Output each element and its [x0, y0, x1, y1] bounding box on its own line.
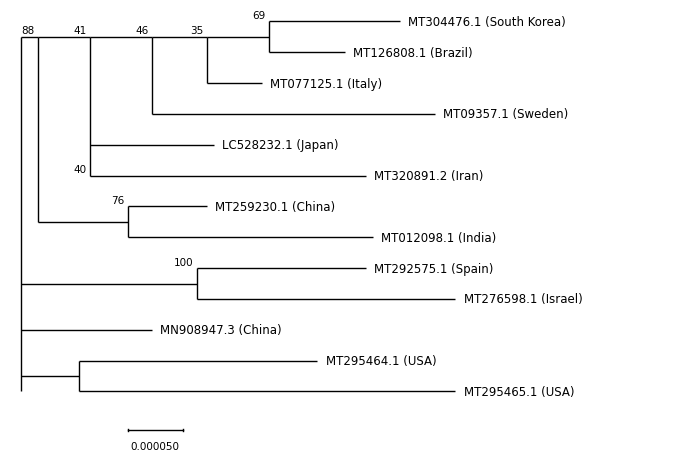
Text: MT077125.1 (Italy): MT077125.1 (Italy)	[270, 78, 382, 90]
Text: 69: 69	[253, 11, 266, 21]
Text: MT295465.1 (USA): MT295465.1 (USA)	[464, 385, 574, 398]
Text: MT126808.1 (Brazil): MT126808.1 (Brazil)	[353, 47, 473, 60]
Text: 88: 88	[21, 26, 35, 36]
Text: 100: 100	[173, 257, 193, 267]
Text: MT012098.1 (India): MT012098.1 (India)	[381, 231, 496, 244]
Text: 76: 76	[111, 196, 124, 206]
Text: MN908947.3 (China): MN908947.3 (China)	[160, 324, 281, 336]
Text: MT295464.1 (USA): MT295464.1 (USA)	[326, 354, 436, 367]
Text: 35: 35	[191, 26, 204, 36]
Text: MT292575.1 (Spain): MT292575.1 (Spain)	[374, 262, 493, 275]
Text: 40: 40	[73, 165, 86, 175]
Text: MT09357.1 (Sweden): MT09357.1 (Sweden)	[443, 108, 568, 121]
Text: MT259230.1 (China): MT259230.1 (China)	[215, 201, 335, 213]
Text: MT320891.2 (Iran): MT320891.2 (Iran)	[374, 170, 484, 183]
Text: LC528232.1 (Japan): LC528232.1 (Japan)	[222, 139, 339, 152]
Text: MT304476.1 (South Korea): MT304476.1 (South Korea)	[408, 16, 566, 29]
Text: 41: 41	[73, 26, 86, 36]
Text: 0.000050: 0.000050	[130, 441, 180, 451]
Text: MT276598.1 (Israel): MT276598.1 (Israel)	[464, 293, 583, 306]
Text: 46: 46	[135, 26, 148, 36]
